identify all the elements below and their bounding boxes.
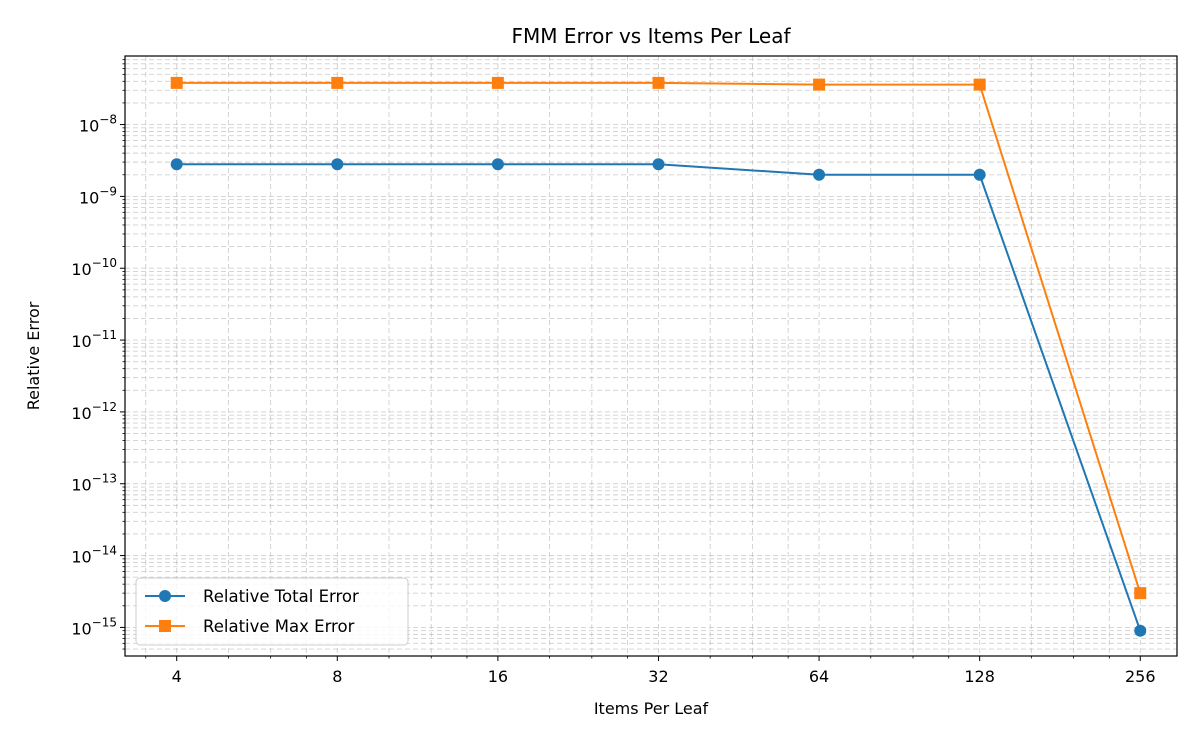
data-point-total-error	[973, 168, 986, 181]
grid-lines	[125, 56, 1177, 656]
data-point-max-error	[813, 78, 826, 91]
data-point-total-error	[652, 158, 665, 171]
chart-title: FMM Error vs Items Per Leaf	[511, 24, 791, 48]
data-point-total-error	[1134, 624, 1147, 637]
data-point-total-error	[331, 158, 344, 171]
legend-marker-square	[159, 620, 171, 632]
y-tick-label: 10−8	[79, 113, 117, 136]
data-point-max-error	[1134, 587, 1147, 600]
y-tick-label: 10−13	[71, 472, 117, 495]
x-tick-label: 256	[1125, 667, 1156, 686]
legend-label-max-error: Relative Max Error	[203, 617, 355, 636]
legend-label-total-error: Relative Total Error	[203, 587, 359, 606]
y-tick-label: 10−11	[71, 328, 117, 351]
x-tick-label: 16	[488, 667, 508, 686]
x-tick-label: 4	[172, 667, 182, 686]
data-point-total-error	[170, 158, 183, 171]
y-tick-label: 10−12	[71, 400, 117, 423]
axis-ticks: 4 8 16 32 64 128 256 10−15 10−14 10−13 10−12 10−11 1…	[71, 59, 1156, 686]
x-tick-label: 32	[648, 667, 668, 686]
y-tick-label: 10−9	[79, 184, 117, 207]
x-axis-label: Items Per Leaf	[594, 699, 709, 718]
data-point-max-error	[331, 76, 344, 89]
y-axis-label: Relative Error	[24, 301, 43, 410]
y-tick-label: 10−10	[71, 256, 117, 279]
x-tick-label: 8	[332, 667, 342, 686]
legend-box	[135, 577, 409, 646]
y-tick-label: 10−14	[71, 544, 117, 567]
y-tick-label: 10−15	[71, 615, 117, 638]
data-point-total-error	[491, 158, 504, 171]
x-tick-label: 64	[809, 667, 829, 686]
x-tick-label: 128	[964, 667, 995, 686]
legend: Relative Total Error Relative Max Error	[135, 577, 409, 646]
series-layer	[170, 76, 1147, 637]
data-point-max-error	[170, 76, 183, 89]
data-point-total-error	[813, 168, 826, 181]
data-point-max-error	[652, 76, 665, 89]
legend-marker-circle	[159, 590, 171, 602]
data-point-max-error	[973, 78, 986, 91]
data-point-max-error	[491, 76, 504, 89]
